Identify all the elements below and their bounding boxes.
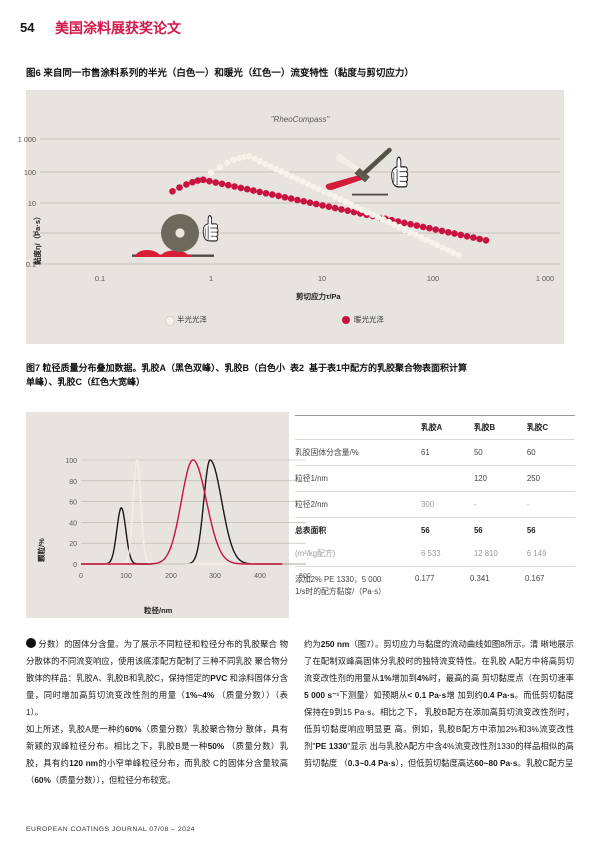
svg-text:10: 10	[318, 274, 326, 283]
svg-text:0.1: 0.1	[95, 274, 105, 283]
svg-text:60: 60	[69, 500, 77, 507]
svg-text:80: 80	[69, 479, 77, 486]
svg-text:0: 0	[79, 573, 83, 580]
svg-text:10: 10	[28, 199, 36, 208]
svg-text:100: 100	[24, 168, 36, 177]
svg-text:0: 0	[73, 562, 77, 569]
svg-text:20: 20	[69, 541, 77, 548]
svg-text:1 000: 1 000	[536, 274, 554, 283]
svg-text:"RheoCompass": "RheoCompass"	[271, 115, 331, 124]
svg-text:100: 100	[65, 458, 77, 465]
svg-text:400: 400	[254, 573, 266, 580]
svg-text:100: 100	[427, 274, 439, 283]
svg-text:40: 40	[69, 520, 77, 527]
svg-text:1 000: 1 000	[18, 135, 36, 144]
svg-text:100: 100	[120, 573, 132, 580]
svg-text:1: 1	[209, 274, 213, 283]
svg-text:300: 300	[209, 573, 221, 580]
svg-text:200: 200	[165, 573, 177, 580]
